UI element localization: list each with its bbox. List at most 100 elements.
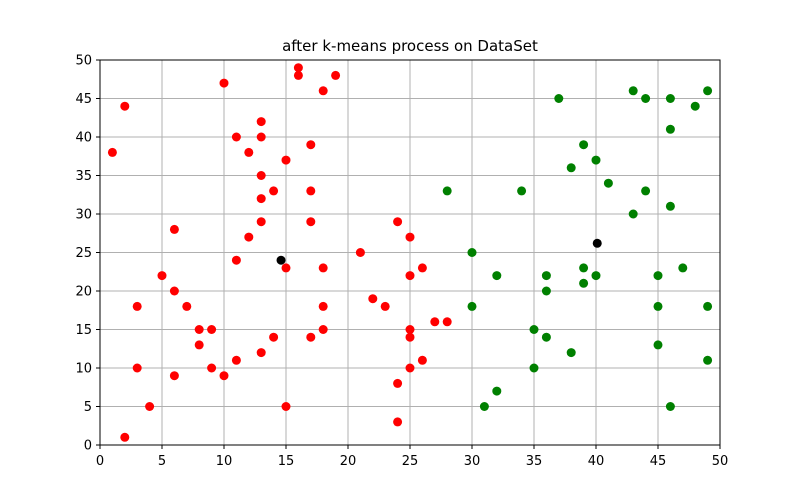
data-point-series-1	[306, 186, 316, 196]
grid-lines	[99, 59, 721, 446]
x-tick-label: 15	[278, 454, 295, 469]
data-point-series-2	[541, 271, 551, 281]
data-point-series-2	[467, 301, 477, 311]
x-tick-label: 35	[526, 454, 543, 469]
data-point-series-1	[293, 63, 303, 73]
data-point-series-2	[554, 94, 564, 103]
data-point-series-2	[479, 402, 489, 411]
data-point-series-2	[628, 209, 638, 219]
data-point-series-1	[231, 355, 241, 365]
data-point-series-1	[405, 363, 415, 373]
data-point-series-2	[442, 186, 452, 196]
data-point-series-1	[244, 147, 254, 157]
data-point-series-3	[276, 255, 286, 265]
data-point-series-1	[442, 317, 452, 327]
data-point-series-1	[318, 301, 328, 311]
y-axis: 0 5 10 15 20 25 30 35 40 45 50	[75, 54, 100, 454]
data-point-series-1	[182, 301, 192, 311]
data-point-series-2	[529, 325, 539, 334]
data-point-series-1	[231, 132, 241, 142]
data-point-series-2	[641, 94, 651, 103]
data-point-series-3	[592, 238, 602, 248]
data-point-series-1	[256, 217, 266, 227]
data-point-series-1	[132, 363, 142, 373]
data-point-series-1	[207, 325, 217, 334]
data-point-series-1	[380, 301, 390, 311]
data-point-series-1	[405, 332, 415, 342]
data-point-series-1	[417, 355, 427, 365]
data-point-series-1	[169, 224, 179, 234]
data-point-series-1	[393, 417, 403, 427]
y-tick-label: 40	[75, 131, 92, 146]
x-tick-label: 10	[216, 454, 233, 469]
data-point-series-1	[120, 432, 130, 442]
data-point-series-1	[219, 78, 229, 88]
y-tick-label: 25	[75, 246, 92, 261]
data-point-series-1	[393, 217, 403, 227]
data-point-series-2	[492, 271, 502, 281]
data-point-series-1	[169, 286, 179, 296]
x-tick-label: 30	[464, 454, 481, 469]
y-tick-label: 35	[75, 169, 92, 184]
data-point-series-2	[665, 402, 675, 411]
y-tick-label: 0	[84, 439, 92, 454]
data-point-series-1	[355, 248, 365, 257]
data-point-series-1	[219, 371, 229, 381]
data-point-series-2	[579, 263, 589, 273]
data-point-series-1	[306, 217, 316, 227]
data-point-series-1	[269, 186, 279, 196]
data-point-series-2	[541, 332, 551, 342]
x-tick-label: 50	[712, 454, 729, 469]
data-point-series-1	[194, 325, 204, 334]
data-point-series-1	[331, 70, 341, 80]
data-point-series-2	[653, 271, 663, 281]
data-point-series-2	[653, 301, 663, 311]
data-point-series-1	[318, 86, 328, 96]
data-point-series-1	[393, 378, 403, 388]
x-tick-label: 0	[96, 454, 104, 469]
y-tick-label: 15	[75, 323, 92, 338]
data-point-series-1	[120, 101, 130, 111]
data-point-series-1	[281, 155, 291, 165]
data-point-series-1	[430, 317, 440, 327]
data-point-series-1	[145, 402, 155, 411]
data-point-series-1	[231, 255, 241, 265]
x-tick-label: 25	[402, 454, 419, 469]
data-point-series-1	[256, 132, 266, 142]
x-tick-label: 45	[650, 454, 667, 469]
x-tick-label: 40	[588, 454, 605, 469]
data-point-series-1	[318, 263, 328, 273]
data-point-series-2	[492, 386, 502, 396]
data-point-series-1	[281, 402, 291, 411]
data-point-series-2	[641, 186, 651, 196]
data-point-series-1	[256, 348, 266, 358]
data-point-series-1	[207, 363, 217, 373]
data-point-series-1	[256, 117, 266, 127]
y-tick-label: 50	[75, 54, 92, 69]
data-point-series-2	[678, 263, 688, 273]
data-point-series-2	[579, 278, 589, 288]
data-point-series-1	[269, 332, 279, 342]
y-tick-label: 5	[84, 400, 92, 415]
data-point-series-1	[405, 271, 415, 281]
data-point-series-2	[665, 94, 675, 103]
data-point-series-2	[665, 201, 675, 211]
data-point-series-1	[281, 263, 291, 273]
y-tick-label: 10	[75, 362, 92, 377]
data-point-series-1	[293, 70, 303, 80]
data-point-series-1	[306, 332, 316, 342]
data-point-series-2	[665, 124, 675, 134]
data-point-series-2	[566, 348, 576, 358]
data-point-series-2	[591, 271, 601, 281]
data-point-series-1	[256, 194, 266, 204]
data-point-series-1	[169, 371, 179, 381]
data-point-series-2	[566, 163, 576, 173]
data-point-series-2	[541, 286, 551, 296]
data-point-series-1	[405, 325, 415, 334]
data-point-series-1	[244, 232, 254, 242]
y-tick-label: 30	[75, 208, 92, 223]
data-point-series-2	[603, 178, 613, 188]
data-point-series-2	[703, 86, 713, 96]
data-point-series-2	[591, 155, 601, 165]
